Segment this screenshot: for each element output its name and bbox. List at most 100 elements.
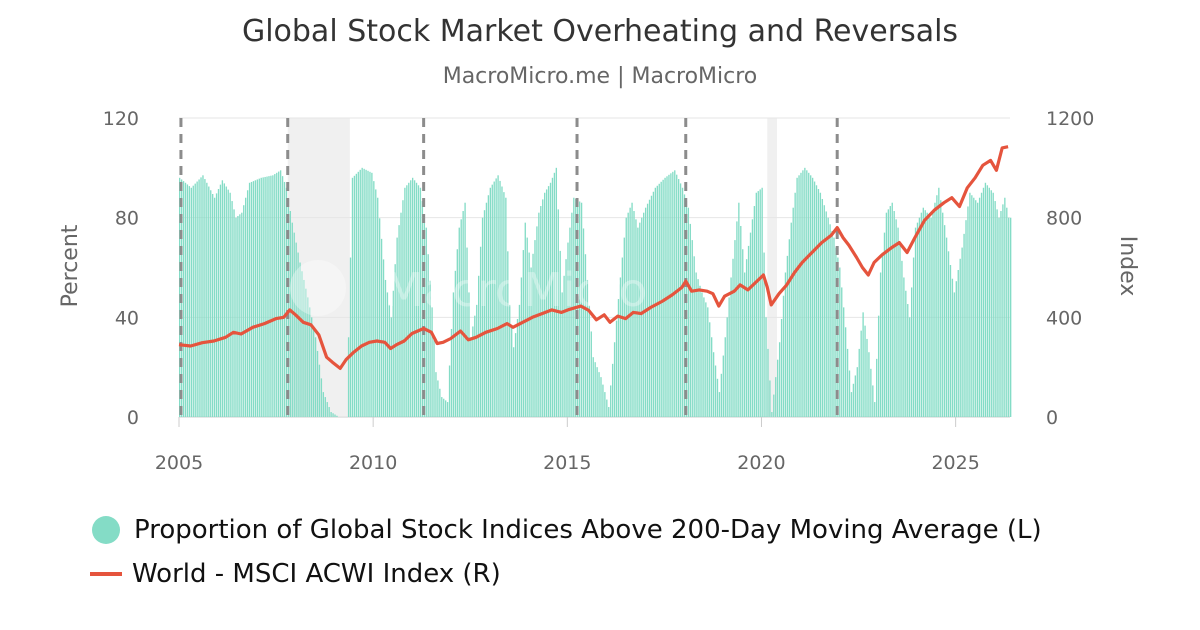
- bar: [662, 179, 664, 417]
- bar: [283, 181, 286, 417]
- bar: [460, 219, 462, 417]
- bar: [318, 364, 321, 417]
- bar: [322, 392, 325, 417]
- bar: [586, 279, 589, 417]
- bar: [912, 257, 915, 417]
- bar: [745, 259, 748, 417]
- bar: [712, 352, 715, 417]
- bar: [947, 251, 950, 417]
- bar: [629, 207, 631, 417]
- bar: [526, 237, 528, 417]
- bar: [491, 184, 493, 417]
- bar: [808, 172, 810, 417]
- bar: [914, 227, 917, 417]
- bar: [817, 189, 820, 417]
- bar: [289, 211, 292, 417]
- bar: [415, 182, 418, 417]
- bar: [450, 328, 453, 417]
- bar: [215, 193, 218, 417]
- bar: [957, 269, 959, 417]
- bar: [864, 325, 866, 417]
- bar: [229, 192, 231, 417]
- bar: [311, 317, 313, 417]
- bar: [279, 170, 282, 417]
- bar: [965, 220, 967, 417]
- legend-swatch-bars: [92, 516, 120, 544]
- bar: [281, 176, 284, 417]
- bar: [804, 167, 806, 417]
- bar: [400, 212, 402, 417]
- bar: [509, 304, 511, 417]
- bar: [637, 227, 639, 417]
- bar: [691, 240, 693, 417]
- bar: [771, 412, 773, 417]
- bar: [658, 183, 660, 417]
- bar: [934, 202, 936, 417]
- bar: [324, 397, 326, 417]
- bar: [761, 187, 763, 417]
- bar: [866, 338, 868, 417]
- bar: [495, 178, 497, 417]
- bar: [464, 202, 466, 417]
- bar: [588, 305, 591, 417]
- bar: [268, 176, 270, 417]
- bar: [544, 192, 546, 417]
- bar: [848, 370, 851, 417]
- legend-item-line[interactable]: World - MSCI ACWI Index (R): [90, 552, 1042, 596]
- bar: [435, 372, 437, 417]
- bar: [959, 258, 961, 417]
- bar: [584, 254, 587, 417]
- bar: [245, 197, 247, 417]
- bar: [458, 227, 460, 417]
- bar: [499, 180, 501, 417]
- bar: [862, 312, 864, 417]
- bar: [982, 187, 985, 417]
- bar: [885, 212, 888, 417]
- bar: [425, 227, 427, 417]
- bar: [369, 171, 371, 417]
- bar: [986, 185, 989, 417]
- bar: [841, 287, 843, 417]
- bar: [221, 180, 224, 417]
- bar: [679, 183, 682, 417]
- bar: [617, 299, 620, 417]
- legend-item-bars[interactable]: Proportion of Global Stock Indices Above…: [92, 508, 1042, 552]
- legend-swatch-line: [90, 572, 122, 576]
- bar: [443, 398, 445, 417]
- bar: [778, 342, 781, 417]
- bar: [967, 206, 969, 417]
- bar: [392, 290, 394, 417]
- y-right-tick-label: 0: [1046, 407, 1058, 429]
- x-tick-label: 2005: [155, 452, 203, 474]
- bar: [184, 182, 187, 417]
- bar: [600, 377, 602, 417]
- bar: [1006, 207, 1008, 417]
- bar: [487, 195, 490, 417]
- bar: [602, 384, 604, 417]
- bar: [747, 245, 750, 417]
- bar: [938, 187, 940, 417]
- bar: [390, 317, 392, 417]
- bar: [192, 185, 194, 417]
- bar: [309, 307, 311, 417]
- bar: [452, 292, 455, 417]
- bar: [295, 242, 297, 417]
- bar: [235, 217, 237, 417]
- bar: [608, 407, 610, 417]
- bar: [355, 173, 358, 417]
- bar: [872, 385, 874, 417]
- y-right-tick-label: 800: [1046, 208, 1082, 230]
- bar: [687, 207, 690, 417]
- bar: [707, 307, 709, 417]
- bar: [953, 292, 956, 417]
- bar: [891, 202, 893, 417]
- bar: [827, 217, 829, 417]
- bar: [476, 304, 478, 417]
- bar: [569, 227, 571, 417]
- bar: [553, 172, 556, 417]
- bar: [316, 350, 319, 417]
- y-left-tick-label: 120: [103, 108, 139, 130]
- bar: [775, 377, 777, 417]
- bar: [534, 240, 536, 417]
- bar: [963, 233, 965, 417]
